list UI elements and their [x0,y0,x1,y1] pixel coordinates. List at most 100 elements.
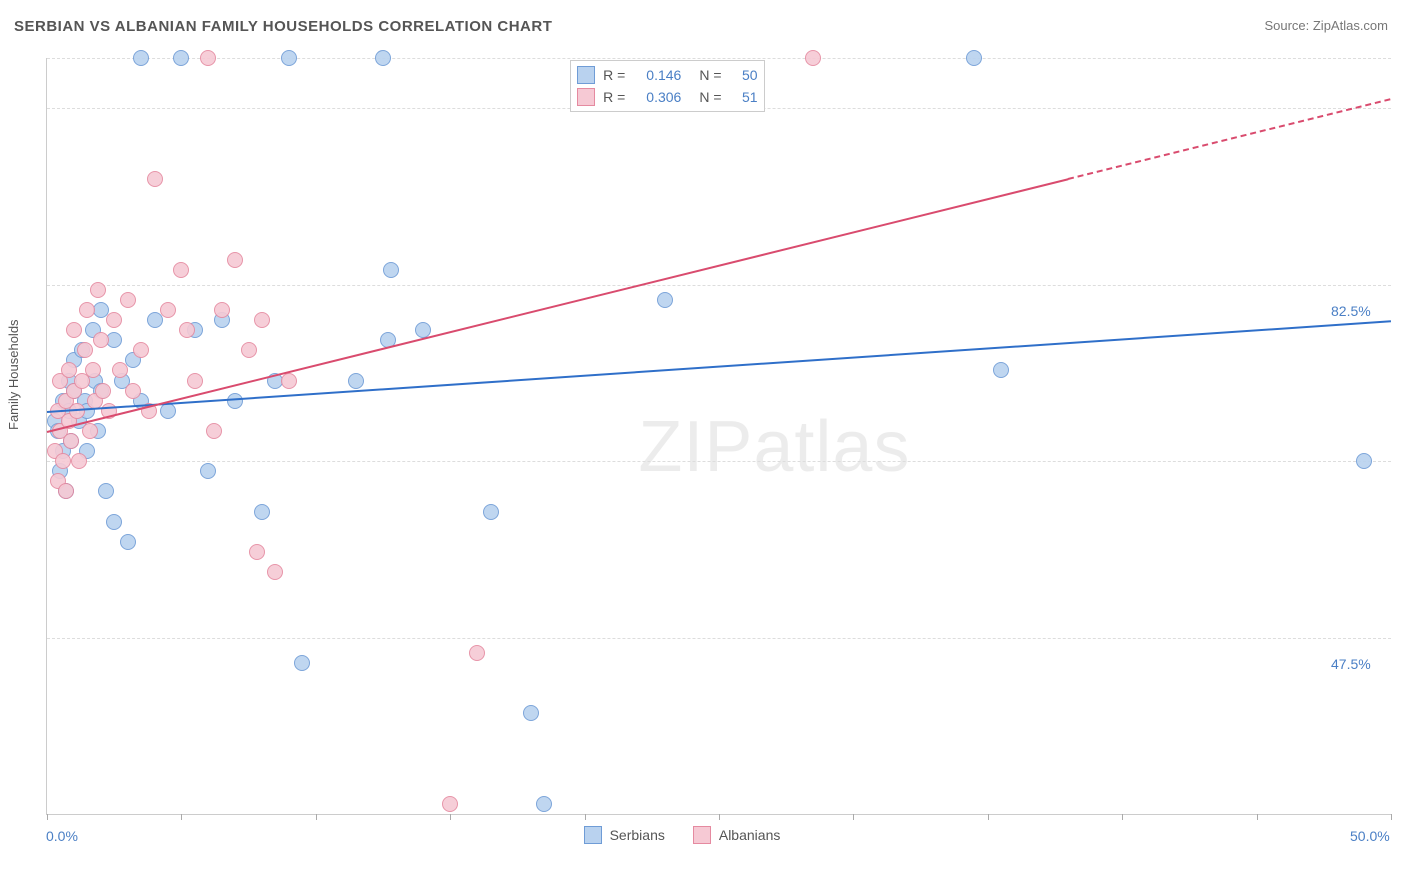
data-point-albanians [93,332,109,348]
data-point-serbians [523,705,539,721]
data-point-albanians [112,362,128,378]
data-point-albanians [147,171,163,187]
x-tick [316,814,317,820]
x-tick [450,814,451,820]
data-point-serbians [147,312,163,328]
data-point-serbians [993,362,1009,378]
source-prefix: Source: [1264,18,1312,33]
x-tick-label: 50.0% [1350,828,1390,844]
data-point-albanians [442,796,458,812]
y-axis-label: Family Households [6,319,21,430]
data-point-serbians [348,373,364,389]
x-tick [1391,814,1392,820]
data-point-albanians [58,483,74,499]
data-point-albanians [173,262,189,278]
data-point-albanians [66,322,82,338]
data-point-albanians [249,544,265,560]
data-point-serbians [98,483,114,499]
legend-N-value: 51 [730,89,758,105]
legend-label: Albanians [719,827,781,843]
legend-label: Serbians [610,827,665,843]
legend-stats-row: R = 0.146 N = 50 [577,64,757,86]
x-tick [585,814,586,820]
watermark: ZIPatlas [638,406,910,488]
y-tick-label: 82.5% [1331,303,1387,319]
data-point-albanians [206,423,222,439]
data-point-albanians [82,423,98,439]
legend-bottom: Serbians Albanians [584,826,781,844]
data-point-albanians [187,373,203,389]
x-tick-label: 0.0% [46,828,78,844]
data-point-albanians [90,282,106,298]
watermark-thin: atlas [753,407,910,487]
legend-item: Serbians [584,826,665,844]
data-point-albanians [79,302,95,318]
legend-stats-row: R =0.306N =51 [577,86,757,108]
gridline-horizontal [47,638,1391,639]
data-point-albanians [120,292,136,308]
data-point-serbians [120,534,136,550]
data-point-albanians [254,312,270,328]
data-point-albanians [805,50,821,66]
x-tick [47,814,48,820]
data-point-serbians [106,514,122,530]
data-point-albanians [469,645,485,661]
x-tick [1122,814,1123,820]
data-point-serbians [227,393,243,409]
trendline [1068,98,1391,180]
legend-swatch [577,66,595,84]
legend-N-value: 50 [730,67,758,83]
legend-swatch [693,826,711,844]
data-point-albanians [227,252,243,268]
legend-R-label: R = [603,67,625,83]
data-point-serbians [294,655,310,671]
data-point-albanians [179,322,195,338]
data-point-albanians [95,383,111,399]
data-point-albanians [241,342,257,358]
gridline-horizontal [47,58,1391,59]
source-attribution: Source: ZipAtlas.com [1264,18,1388,33]
data-point-albanians [63,433,79,449]
data-point-serbians [383,262,399,278]
source-name: ZipAtlas.com [1313,18,1388,33]
data-point-albanians [133,342,149,358]
data-point-serbians [657,292,673,308]
watermark-bold: ZIP [638,407,753,487]
trendline [47,320,1391,413]
x-tick [988,814,989,820]
data-point-albanians [55,453,71,469]
x-tick [719,814,720,820]
data-point-serbians [200,463,216,479]
data-point-albanians [267,564,283,580]
x-tick [1257,814,1258,820]
data-point-serbians [966,50,982,66]
legend-R-value: 0.306 [633,89,681,105]
data-point-serbians [375,50,391,66]
data-point-serbians [483,504,499,520]
legend-R-value: 0.146 [633,67,681,83]
legend-swatch [584,826,602,844]
y-tick-label: 47.5% [1331,656,1387,672]
legend-N-label: N = [699,89,721,105]
gridline-horizontal [47,461,1391,462]
gridline-horizontal [47,285,1391,286]
data-point-albanians [125,383,141,399]
legend-swatch [577,88,595,106]
trendline [47,178,1069,433]
data-point-serbians [1356,453,1372,469]
data-point-serbians [281,50,297,66]
data-point-albanians [71,453,87,469]
data-point-albanians [200,50,216,66]
data-point-albanians [106,312,122,328]
data-point-albanians [85,362,101,378]
data-point-albanians [214,302,230,318]
legend-item: Albanians [693,826,781,844]
data-point-albanians [281,373,297,389]
data-point-serbians [254,504,270,520]
legend-N-label: N = [699,67,721,83]
chart-title: SERBIAN VS ALBANIAN FAMILY HOUSEHOLDS CO… [14,18,552,35]
x-tick [181,814,182,820]
scatter-plot-area: ZIPatlas 47.5% 82.5% [46,58,1391,815]
legend-stats: R = 0.146 N = 50R = 0.306 N = 51 [570,60,764,112]
data-point-albanians [160,302,176,318]
